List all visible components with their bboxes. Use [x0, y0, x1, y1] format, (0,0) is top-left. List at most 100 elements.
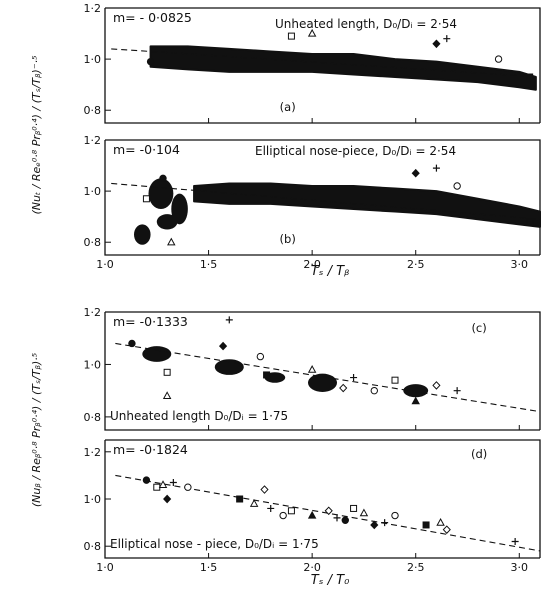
slope-label: m= -0·1824 [113, 442, 188, 457]
data-band [193, 182, 541, 228]
y-tick-label: 1·0 [84, 358, 102, 371]
data-point [453, 182, 461, 190]
data-point [163, 368, 171, 376]
y-tick-label: 0·8 [84, 236, 102, 249]
x-tick-label: 1·5 [200, 561, 218, 574]
panel-b: 0·8 1·0 1·2 1·0 1·5 2·0 2·5 3·0 m= -0·104 Ellipti… [84, 134, 541, 271]
data-point [526, 73, 534, 81]
x-tick-label: 2·0 [303, 561, 321, 574]
panel-c: 0·8 1·0 1·2 m= -0·1333 Unheated length D₀/Dᵢ… [84, 306, 541, 431]
data-point [432, 39, 441, 49]
panel-annotation: Unheated length, D₀/Dᵢ = 2·54 [275, 17, 457, 31]
data-point [411, 396, 420, 405]
data-point [432, 381, 441, 390]
y-axis-label-lower: (Nuᵦ / Reᵦ⁰·⁸ Prᵦ⁰·⁴) / (Tₛ/Tᵦ)·⁵ [30, 353, 43, 507]
x-tick-label: 3·0 [511, 561, 529, 574]
panel-letter: (b) [280, 232, 296, 246]
panel-frame [105, 439, 541, 558]
y-tick-label: 0·8 [84, 411, 102, 424]
data-point [511, 537, 519, 545]
data-point [370, 520, 379, 530]
trend-line [111, 48, 541, 78]
data-point [142, 476, 151, 484]
y-axis-label-upper: (Nuₜ / Reₑ⁰·⁸ Prᵦ⁰·⁴) / (Tₛ/Tᵦ)⁻·⁵ [30, 55, 43, 214]
panel-annotation: Unheated length D₀/Dᵢ = 1·75 [110, 409, 288, 423]
data-point [443, 35, 451, 43]
data-cluster [134, 224, 151, 245]
x-axis-label-upper: Tₛ / Tᵦ [311, 264, 350, 279]
data-point [169, 478, 177, 486]
y-tick-label: 0·8 [84, 104, 102, 117]
data-point [159, 174, 167, 183]
data-point [350, 374, 358, 382]
y-tick-label: 1·0 [84, 53, 102, 66]
data-point [350, 504, 358, 512]
data-point [341, 516, 349, 524]
data-point [381, 519, 389, 527]
data-point [267, 504, 275, 512]
data-point [142, 195, 150, 203]
data-point [442, 525, 451, 535]
trend-line [111, 182, 541, 220]
panel-letter: (a) [280, 100, 296, 114]
y-tick-label: 1·2 [84, 134, 102, 147]
data-point [432, 164, 440, 172]
data-point [225, 316, 233, 324]
y-tick-label: 1·2 [84, 306, 102, 319]
panel-frame [105, 311, 541, 430]
y-tick-label: 1·2 [84, 2, 102, 15]
data-point [236, 495, 244, 503]
data-point [359, 508, 369, 517]
data-point [307, 28, 317, 37]
panel-a: 0·8 1·0 1·2 m= - 0·0825 Unheated length, D₀/… [84, 2, 541, 124]
data-point [162, 391, 172, 400]
y-tick-label: 0·8 [84, 540, 102, 553]
slope-label: m= -0·1333 [113, 314, 188, 329]
data-point [494, 55, 503, 63]
slope-label: m= - 0·0825 [113, 10, 192, 25]
data-point [184, 483, 192, 491]
data-point [128, 339, 136, 348]
data-cluster [403, 384, 429, 398]
x-tick-label: 1·0 [96, 561, 114, 574]
data-cluster [148, 178, 174, 210]
data-cluster [156, 214, 178, 230]
data-point [218, 341, 228, 351]
data-point [391, 376, 399, 384]
data-point [163, 494, 172, 504]
slope-label: m= -0·104 [113, 142, 180, 157]
data-point [422, 521, 430, 529]
data-point [287, 507, 295, 515]
data-cluster [142, 346, 172, 362]
y-tick-label: 1·0 [84, 185, 102, 198]
data-point [339, 383, 348, 393]
data-band [149, 45, 537, 91]
data-point [158, 480, 168, 488]
x-tick-label: 3·0 [511, 258, 529, 271]
x-tick-label: 2·0 [303, 258, 321, 271]
x-tick-label: 2·5 [407, 561, 425, 574]
panel-letter: (d) [471, 447, 487, 461]
panel-annotation: Elliptical nose - piece, D₀/Dᵢ = 1·75 [110, 537, 319, 551]
data-point [411, 168, 420, 178]
data-point [453, 387, 461, 395]
data-point [370, 386, 378, 395]
data-point [287, 32, 295, 40]
data-point [167, 237, 176, 246]
data-point [526, 218, 534, 226]
data-point [260, 485, 269, 494]
x-tick-label: 1·5 [200, 258, 218, 271]
y-tick-label: 1·2 [84, 446, 102, 459]
data-point [146, 57, 155, 66]
data-point [307, 510, 317, 519]
trend-line [115, 342, 541, 413]
data-point [279, 511, 287, 520]
x-tick-label: 2·5 [407, 258, 425, 271]
data-point [436, 517, 445, 526]
data-point [263, 371, 271, 379]
x-axis-label-lower: Tₛ / T₀ [311, 573, 350, 588]
data-point [153, 483, 161, 491]
panel-annotation: Elliptical nose-piece, D₀/Dᵢ = 2·54 [255, 144, 456, 158]
data-point [256, 352, 265, 361]
